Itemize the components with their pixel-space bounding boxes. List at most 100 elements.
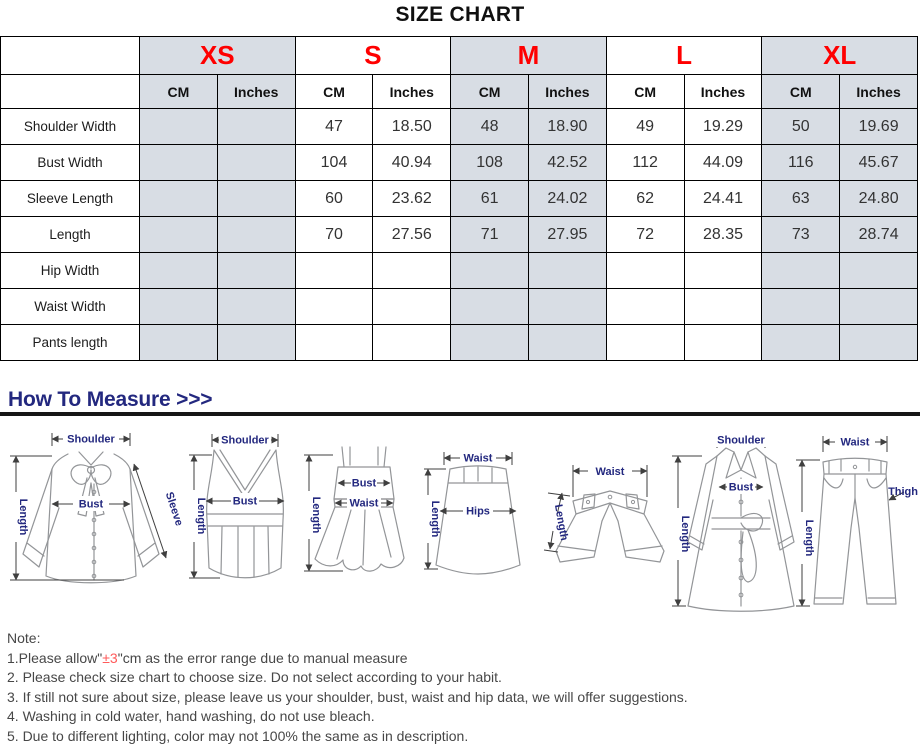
cell	[139, 288, 218, 325]
note-1-pre: 1.Please allow"	[7, 649, 103, 666]
unit-header-row: CM Inches CM Inches CM Inches CM Inches …	[0, 74, 918, 109]
cell	[216, 144, 296, 181]
dress-diagram: Bust Waist Length	[303, 446, 405, 572]
cell: 62	[605, 180, 685, 217]
cell	[450, 288, 529, 325]
cell	[294, 324, 374, 361]
cell: 45.67	[839, 144, 918, 181]
measure-label-shoulder: Shoulder	[717, 435, 765, 447]
measure-label-waist: Waist	[596, 466, 625, 478]
cell: 50	[761, 108, 841, 145]
note-4: 4. Washing in cold water, hand washing, …	[7, 708, 375, 724]
cell	[372, 252, 452, 289]
size-header-m: M	[450, 36, 607, 75]
measure-label-shoulder: Shoulder	[67, 434, 115, 446]
cell	[527, 324, 607, 361]
cell: 71	[450, 216, 529, 253]
row-label: Sleeve Length	[0, 180, 140, 217]
skirt-diagram: Waist Hips Length	[422, 450, 521, 575]
unit-header-inches: Inches	[372, 74, 452, 109]
cell	[139, 180, 218, 217]
cell	[216, 216, 296, 253]
cell: 108	[450, 144, 529, 181]
blouse-diagram: Shoulder Bust Length Sleeve	[9, 431, 185, 584]
measure-label-shoulder: Shoulder	[221, 435, 269, 447]
table-row: Length 70 27.56 71 27.95 72 28.35 73 28.…	[0, 216, 918, 253]
cell: 70	[294, 216, 374, 253]
table-row: Hip Width	[0, 252, 918, 289]
tank-top-diagram: Shoulder Bust Length	[187, 432, 285, 579]
table-row: Sleeve Length 60 23.62 61 24.02 62 24.41…	[0, 180, 918, 217]
cell: 24.80	[839, 180, 918, 217]
unit-header-cm: CM	[294, 74, 374, 109]
cell: 24.41	[683, 180, 763, 217]
size-header-l: L	[605, 36, 763, 75]
cell	[216, 180, 296, 217]
cell: 23.62	[372, 180, 452, 217]
table-row: Pants length	[0, 324, 918, 361]
unit-header-inches: Inches	[839, 74, 918, 109]
cell	[450, 252, 529, 289]
cell	[761, 252, 841, 289]
note-2: 2. Please check size chart to choose siz…	[7, 669, 502, 685]
note-1-post: "cm as the error range due to manual mea…	[117, 649, 408, 666]
cell	[683, 252, 763, 289]
cell	[294, 288, 374, 325]
cell: 19.29	[683, 108, 763, 145]
cell: 18.50	[372, 108, 452, 145]
cell	[139, 216, 218, 253]
cell	[839, 288, 918, 325]
cell: 18.90	[527, 108, 607, 145]
note-1-highlight: ±3	[102, 649, 118, 666]
cell	[372, 288, 452, 325]
note-5: 5. Due to different lighting, color may …	[7, 727, 469, 744]
cell	[216, 252, 296, 289]
cell: 49	[605, 108, 685, 145]
cell: 72	[605, 216, 685, 253]
cell: 116	[761, 144, 841, 181]
cell: 48	[450, 108, 529, 145]
measure-label-hips: Hips	[466, 506, 490, 518]
measure-label-length: Length	[552, 503, 570, 541]
cell	[450, 324, 529, 361]
cell: 63	[761, 180, 841, 217]
corner-cell	[0, 74, 140, 109]
unit-header-cm: CM	[761, 74, 841, 109]
cell	[683, 324, 763, 361]
pants-diagram: Waist Length Thigh	[795, 434, 918, 607]
unit-header-inches: Inches	[683, 74, 763, 109]
measure-label-waist: Waist	[464, 453, 493, 465]
size-header-row: XS S M L XL	[0, 36, 918, 75]
page-title: SIZE CHART	[395, 3, 525, 26]
unit-header-inches: Inches	[216, 74, 296, 109]
size-chart-table: XS S M L XL CM Inches CM Inches CM Inche…	[0, 36, 918, 361]
cell	[605, 324, 685, 361]
unit-header-cm: CM	[139, 74, 218, 109]
cell: 60	[294, 180, 374, 217]
measure-label-bust: Bust	[729, 482, 754, 494]
table-row: Shoulder Width 47 18.50 48 18.90 49 19.2…	[0, 108, 918, 145]
cell	[605, 252, 685, 289]
cell	[761, 324, 841, 361]
cell: 44.09	[683, 144, 763, 181]
unit-header-cm: CM	[450, 74, 529, 109]
notes-section: Note: 1.Please allow"±3"cm as the error …	[7, 629, 913, 746]
cell: 24.02	[527, 180, 607, 217]
row-label: Shoulder Width	[0, 108, 140, 145]
cell: 112	[605, 144, 685, 181]
row-label: Length	[0, 216, 140, 253]
cell: 73	[761, 216, 841, 253]
note-3: 3. If still not sure about size, please …	[7, 688, 688, 705]
cell: 40.94	[372, 144, 452, 181]
cell	[294, 252, 374, 289]
unit-header-inches: Inches	[527, 74, 607, 109]
unit-header-cm: CM	[605, 74, 685, 109]
measure-label-bust: Bust	[79, 499, 104, 511]
measure-label-length: Length	[195, 498, 207, 535]
measure-label-bust: Bust	[352, 478, 377, 490]
cell: 28.74	[839, 216, 918, 253]
cell	[216, 288, 296, 325]
measure-label-length: Length	[429, 501, 441, 538]
measure-label-waist: Waist	[350, 498, 379, 510]
cell	[139, 144, 218, 181]
